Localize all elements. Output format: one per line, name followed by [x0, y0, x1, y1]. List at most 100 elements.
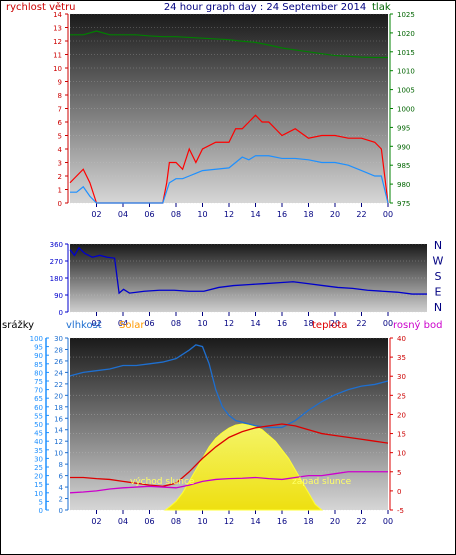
temperature-series [69, 344, 389, 511]
time-tick-label: 16 [277, 210, 287, 219]
rain-tick-label: 0 [39, 507, 43, 515]
humidity-tick-label: 18 [54, 404, 63, 412]
wind-tick-label: 11 [53, 52, 62, 60]
time-tick-label: 02 [91, 517, 101, 526]
wind-direction-series [69, 246, 427, 295]
time-tick-label: 18 [303, 319, 313, 328]
time-tick-label: 22 [356, 319, 366, 328]
wind-direction-axis: 0 90 180 270 360 [50, 241, 69, 317]
temperature-line [70, 423, 389, 487]
sunset-label: západ slunce [292, 477, 352, 487]
rain-tick-label: 95 [34, 344, 43, 352]
compass-label-n: N [434, 239, 442, 252]
time-tick-label: 06 [144, 517, 154, 526]
time-tick-label: 00 [383, 517, 393, 526]
time-tick-label: 20 [330, 319, 340, 328]
humidity-tick-label: 22 [54, 381, 63, 389]
time-tick-label: 14 [250, 319, 260, 328]
humidity-tick-label: 28 [54, 346, 63, 354]
compass-label-n: N [434, 301, 442, 314]
pressure-tick-label: 990 [397, 143, 410, 151]
humidity-tick-label: 16 [54, 415, 63, 423]
humidity-tick-label: 10 [54, 450, 63, 458]
time-tick-label: 04 [118, 319, 128, 328]
time-tick-label: 14 [250, 210, 260, 219]
wind-direction-panel [70, 244, 427, 312]
wind-tick-label: 4 [58, 146, 63, 154]
graph-title: 24 hour graph day : 24 September 2014 [164, 2, 366, 13]
pressure-tick-label: 975 [397, 200, 410, 208]
humidity-label: vlhkost [66, 320, 102, 331]
rain-tick-label: 85 [34, 361, 43, 369]
wind-average-line [70, 155, 389, 204]
compass-label-w: W [433, 255, 444, 268]
time-tick-label: 04 [118, 210, 128, 219]
wind-tick-label: 1 [58, 187, 62, 195]
humidity-tick-label: 26 [54, 358, 63, 366]
wind-tick-label: 14 [53, 11, 62, 19]
time-tick-label: 18 [303, 517, 313, 526]
compass-label-s: S [435, 270, 442, 283]
wind-tick-label: 0 [58, 200, 62, 208]
rain-tick-label: 35 [34, 447, 43, 455]
temperature-axis: -5 0 5 10 15 20 25 30 35 40 [389, 335, 406, 515]
temperature-tick-label: 35 [397, 354, 406, 362]
temperature-tick-label: 25 [397, 392, 406, 400]
time-tick-label: 10 [197, 319, 207, 328]
rain-tick-label: 90 [34, 352, 43, 360]
pressure-line [70, 30, 388, 59]
humidity-tick-label: 4 [59, 484, 64, 492]
time-tick-label: 02 [91, 319, 101, 328]
rain-tick-label: 40 [34, 438, 43, 446]
time-tick-label: 08 [171, 517, 181, 526]
humidity-tick-label: 2 [59, 496, 63, 504]
temperature-label: teplota [312, 320, 347, 331]
wind-tick-label: 7 [58, 106, 62, 114]
temperature-tick-label: 10 [397, 450, 406, 458]
wind-pressure-grid [70, 13, 388, 204]
direction-tick-label: 0 [59, 309, 63, 317]
wind-pressure-panel [70, 14, 388, 203]
time-tick-label: 00 [383, 319, 393, 328]
time-tick-label: 00 [383, 210, 393, 219]
pressure-tick-label: 1025 [397, 11, 415, 19]
rain-tick-label: 10 [34, 490, 43, 498]
rain-tick-label: 15 [34, 481, 43, 489]
rain-tick-label: 75 [34, 378, 43, 386]
wind-pressure-series [69, 30, 389, 204]
time-tick-label: 22 [356, 210, 366, 219]
solar-label: Solar [119, 320, 145, 331]
humidity-tick-label: 20 [54, 392, 63, 400]
time-tick-label: 18 [303, 210, 313, 219]
rain-tick-label: 60 [34, 404, 43, 412]
wind-tick-label: 10 [53, 65, 62, 73]
wind-speed-label: rychlost větru [6, 1, 76, 13]
time-tick-label: 10 [197, 517, 207, 526]
temperature-tick-label: 5 [397, 469, 401, 477]
pressure-tick-label: 1015 [397, 49, 415, 57]
humidity-tick-label: 14 [54, 427, 63, 435]
humidity-tick-label: 24 [54, 369, 63, 377]
temperature-tick-label: -5 [397, 507, 404, 515]
wind-tick-label: 13 [53, 25, 62, 33]
rain-axis: 0510152025303540455055606570758085909510… [30, 335, 49, 515]
humidity-tick-label: 30 [54, 335, 63, 343]
direction-tick-label: 90 [54, 292, 63, 300]
rain-tick-label: 5 [39, 498, 43, 506]
time-tick-label: 16 [277, 517, 287, 526]
direction-tick-label: 360 [50, 241, 63, 249]
rain-tick-label: 25 [34, 464, 43, 472]
direction-tick-label: 180 [50, 275, 63, 283]
rain-tick-label: 80 [34, 369, 43, 377]
temperature-tick-label: 40 [397, 335, 406, 343]
rain-tick-label: 30 [34, 455, 43, 463]
time-tick-label: 02 [91, 210, 101, 219]
pressure-label: tlak [372, 2, 391, 13]
humidity-tick-label: 8 [59, 461, 63, 469]
wind-tick-label: 9 [58, 79, 62, 87]
wind-direction-grid [70, 243, 427, 313]
humidity-line [69, 344, 389, 429]
wind-tick-label: 8 [58, 92, 62, 100]
